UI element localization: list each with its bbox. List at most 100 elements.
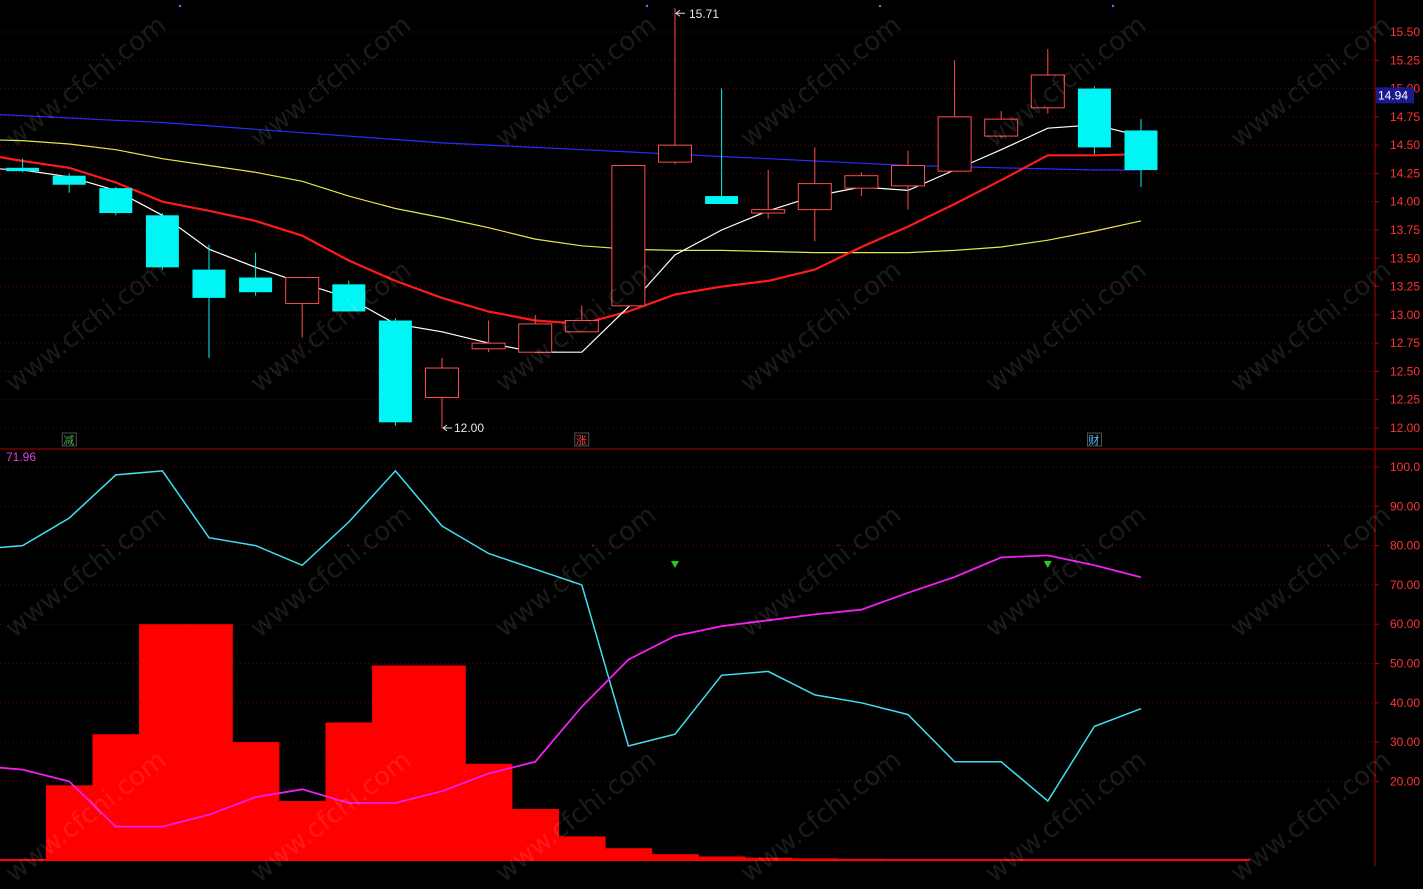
price-tick-label: 14.50 bbox=[1390, 138, 1420, 152]
candle bbox=[891, 150, 925, 210]
price-tick-label: 15.50 bbox=[1390, 25, 1420, 39]
candle bbox=[518, 314, 553, 353]
candle-body bbox=[52, 175, 86, 185]
indicator-tick-label: 20.00 bbox=[1390, 774, 1420, 788]
candle-body bbox=[425, 367, 459, 398]
signal-triangle-icon bbox=[671, 561, 679, 568]
top-marker-dot bbox=[645, 4, 649, 8]
price-tick-label: 15.25 bbox=[1390, 53, 1420, 67]
histogram-bar bbox=[92, 734, 140, 860]
candle bbox=[937, 60, 972, 172]
indicator-tick-label: 70.00 bbox=[1390, 578, 1420, 592]
candle bbox=[192, 244, 226, 358]
candle bbox=[984, 111, 1019, 139]
price-tick-label: 13.25 bbox=[1390, 280, 1420, 294]
high-price-label: 15.71 bbox=[689, 7, 719, 21]
candle-body bbox=[1124, 130, 1158, 171]
candle bbox=[425, 357, 459, 428]
histogram-bar bbox=[278, 801, 326, 860]
candle-body bbox=[564, 320, 599, 333]
candle bbox=[844, 172, 879, 197]
candle-body bbox=[658, 144, 692, 163]
candle-body bbox=[99, 188, 133, 214]
event-marker: 涨 bbox=[576, 434, 587, 447]
indicator-tick-label: 80.00 bbox=[1390, 539, 1420, 553]
histogram-bar bbox=[139, 624, 187, 860]
histogram-bar bbox=[651, 854, 699, 860]
price-tick-label: 14.25 bbox=[1390, 166, 1420, 180]
histogram-bar bbox=[744, 857, 792, 860]
price-tick-label: 13.75 bbox=[1390, 223, 1420, 237]
indicator-tick-label: 50.00 bbox=[1390, 657, 1420, 671]
indicator-magenta-line bbox=[0, 554, 1142, 828]
candle bbox=[332, 280, 366, 312]
candle-body bbox=[705, 196, 739, 204]
top-marker-dot bbox=[178, 4, 182, 8]
candle-body bbox=[145, 215, 179, 268]
candle bbox=[1077, 86, 1111, 155]
event-marker-box bbox=[61, 432, 77, 447]
histogram-bar bbox=[511, 808, 559, 860]
candle bbox=[1030, 48, 1065, 114]
price-tick-label: 14.00 bbox=[1390, 195, 1420, 209]
current-price-label: 14.94 bbox=[1378, 88, 1408, 102]
price-tick-label: 12.75 bbox=[1390, 336, 1420, 350]
candle-body bbox=[6, 167, 40, 172]
price-tick-label: 12.25 bbox=[1390, 393, 1420, 407]
candle bbox=[378, 318, 412, 426]
candle-body bbox=[378, 320, 412, 423]
candle-body bbox=[471, 342, 506, 350]
histogram-bar bbox=[325, 722, 373, 860]
histogram-bar bbox=[465, 763, 513, 860]
event-marker-box bbox=[1087, 432, 1102, 447]
candle-body bbox=[611, 165, 646, 307]
ma-mid-line bbox=[0, 153, 1142, 326]
candle bbox=[285, 277, 320, 338]
histogram-bar bbox=[372, 665, 420, 860]
candle bbox=[99, 187, 133, 216]
candle bbox=[705, 88, 739, 204]
indicator-tick-label: 100.0 bbox=[1390, 460, 1420, 474]
candle bbox=[797, 147, 832, 242]
low-arrow-icon bbox=[442, 424, 452, 432]
candle bbox=[145, 213, 179, 270]
top-marker-dot bbox=[878, 4, 882, 8]
ma-slow-line bbox=[0, 139, 1142, 254]
candle-body bbox=[984, 118, 1019, 137]
histogram-bar bbox=[558, 836, 606, 860]
candle-body bbox=[751, 209, 786, 214]
histogram-bar bbox=[605, 848, 653, 860]
histogram-bar bbox=[698, 856, 746, 860]
candle-body bbox=[332, 284, 366, 312]
event-marker: 减 bbox=[63, 434, 74, 447]
event-marker-box bbox=[574, 432, 590, 447]
event-marker: 财 bbox=[1088, 433, 1099, 447]
candle-body bbox=[192, 269, 226, 298]
candle bbox=[564, 305, 599, 333]
candle-body bbox=[1077, 88, 1111, 148]
candle-body bbox=[891, 165, 925, 187]
indicator-tick-label: 60.00 bbox=[1390, 617, 1420, 631]
candle bbox=[751, 170, 786, 219]
price-tick-label: 13.00 bbox=[1390, 308, 1420, 322]
candle-body bbox=[518, 323, 553, 353]
price-tick-label: 12.50 bbox=[1390, 364, 1420, 378]
candle bbox=[239, 252, 273, 296]
current-price-tag bbox=[1376, 87, 1414, 104]
price-tick-label: 14.75 bbox=[1390, 110, 1420, 124]
histogram-bar bbox=[185, 624, 233, 860]
candle bbox=[471, 320, 506, 353]
indicator-cyan-line bbox=[0, 469, 1142, 803]
price-tick-label: 12.00 bbox=[1390, 421, 1420, 435]
candle bbox=[1124, 119, 1158, 188]
candle bbox=[611, 165, 646, 307]
candle-body bbox=[239, 277, 273, 293]
candle-body bbox=[844, 175, 879, 189]
histogram-bar bbox=[232, 742, 280, 860]
candle-body bbox=[937, 116, 972, 172]
indicator-tick-label: 30.00 bbox=[1390, 735, 1420, 749]
histogram-bar bbox=[418, 665, 466, 860]
candle-body bbox=[1030, 74, 1065, 109]
indicator-value-label: 71.96 bbox=[6, 450, 36, 464]
top-marker-dot bbox=[1111, 4, 1115, 8]
